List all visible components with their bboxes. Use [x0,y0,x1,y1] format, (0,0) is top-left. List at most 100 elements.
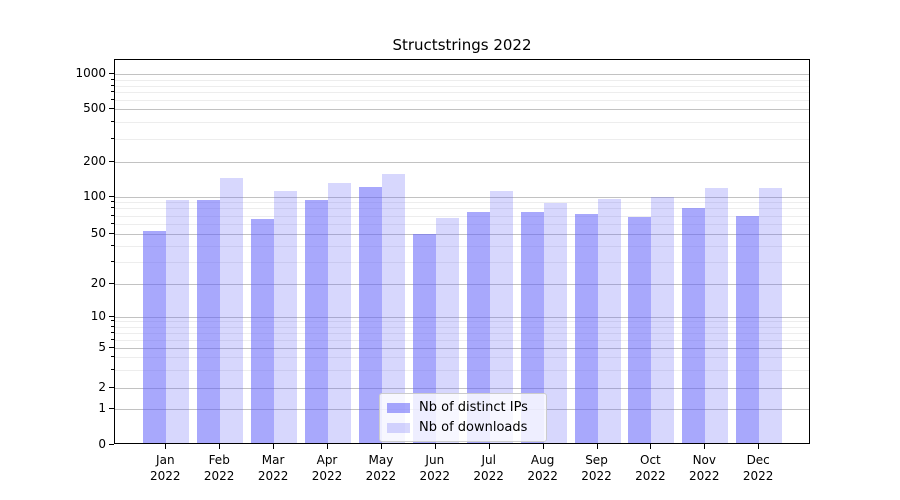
legend: Nb of distinct IPs Nb of downloads [379,393,547,442]
y-minor-tick-mark [111,99,114,101]
y-tick-label: 10 [90,308,106,323]
gridline-minor [115,339,809,341]
legend-swatch-distinct-ips [387,402,410,413]
bar-downloads-mar [274,190,298,443]
x-tick-mark [434,444,436,449]
y-tick-mark [109,444,114,445]
x-tick-mark [273,444,275,449]
gridline-minor [115,208,809,210]
chart-title: Structstrings 2022 [392,36,532,54]
legend-swatch-downloads [387,422,410,433]
y-tick-label: 2 [98,379,106,394]
legend-row-downloads: Nb of downloads [387,420,537,435]
x-tick-mark [219,444,221,449]
x-tick-mark [488,444,490,449]
y-tick-mark [109,386,114,388]
gridline-minor [115,261,809,263]
y-tick-label: 20 [90,275,106,290]
x-tick-mark [650,444,652,449]
bar-downloads-oct [651,196,675,443]
y-tick-label: 1000 [75,66,106,81]
x-tick-label: Feb 2022 [203,453,235,483]
y-minor-tick-mark [111,214,114,216]
gridline-minor [115,223,809,225]
x-tick-label: Jan 2022 [150,453,181,483]
bar-downloads-apr [328,183,351,443]
gridline-minor [115,332,809,334]
y-minor-tick-mark [111,78,114,80]
y-minor-tick-mark [111,320,114,322]
x-tick-label: Nov 2022 [689,453,720,483]
y-minor-tick-mark [111,244,114,246]
x-tick-label: Sep 2022 [581,453,612,483]
y-tick-label: 200 [83,154,106,168]
y-tick-label: 5 [98,339,106,354]
gridline-minor [115,100,809,102]
gridline-minor [115,202,809,204]
y-tick-mark [109,108,114,110]
bar-downloads-sep [597,199,621,443]
y-minor-tick-mark [111,260,114,262]
bar-downloads-nov [705,188,729,443]
y-minor-tick-mark [111,325,114,327]
y-minor-tick-mark [111,137,114,139]
y-minor-tick-mark [111,91,114,93]
y-tick-mark [109,407,114,409]
x-tick-label: May 2022 [365,453,397,483]
y-minor-tick-mark [111,338,114,340]
y-tick-mark [109,195,114,197]
gridline-minor [115,326,809,328]
bar-distinct-ips-nov [682,207,706,443]
bar-downloads-aug [543,202,567,443]
gridline-major [115,316,809,318]
bar-downloads-jan [166,200,190,443]
bar-distinct-ips-feb [197,200,221,443]
bar-downloads-jun [435,217,459,443]
y-tick-label: 100 [83,188,106,203]
y-tick-mark [109,73,114,75]
y-tick-label: 500 [83,101,106,116]
x-tick-label: Jul 2022 [473,453,504,483]
y-minor-tick-mark [111,207,114,209]
y-tick-label: 1 [98,400,106,415]
gridline-minor [115,215,809,217]
gridline-minor [115,79,809,81]
x-tick-mark [704,444,706,449]
gridline-minor [115,85,809,87]
y-minor-tick-mark [111,368,114,370]
gridline-minor [115,357,809,359]
gridline-major [115,233,809,235]
y-tick-mark [109,282,114,284]
gridline-minor [115,369,809,371]
x-tick-mark [542,444,544,449]
x-tick-mark [165,444,167,449]
x-tick-mark [596,444,598,449]
x-tick-label: Jun 2022 [419,453,451,483]
x-tick-label: Aug 2022 [527,453,558,483]
y-minor-tick-mark [111,356,114,358]
x-tick-label: Mar 2022 [257,453,289,483]
bar-distinct-ips-sep [574,214,598,443]
gridline-minor [115,321,809,323]
y-tick-mark [109,232,114,234]
bar-distinct-ips-jan [143,230,167,443]
legend-label-downloads: Nb of downloads [419,420,528,435]
y-tick-label: 0 [98,437,106,451]
bar-distinct-ips-may [358,187,382,443]
x-tick-label: Dec 2022 [742,453,774,483]
bar-distinct-ips-oct [628,216,652,443]
y-minor-tick-mark [111,121,114,123]
gridline-major [115,109,809,111]
y-tick-mark [109,346,114,348]
gridline-major [115,283,809,285]
y-tick-mark [109,315,114,317]
y-minor-tick-mark [111,331,114,333]
y-tick-label: 50 [90,225,106,240]
legend-row-distinct-ips: Nb of distinct IPs [387,400,537,415]
bar-distinct-ips-jun [412,233,436,443]
bar-distinct-ips-aug [520,212,544,443]
y-minor-tick-mark [111,84,114,86]
x-tick-mark [327,444,328,449]
gridline-minor [115,138,809,140]
